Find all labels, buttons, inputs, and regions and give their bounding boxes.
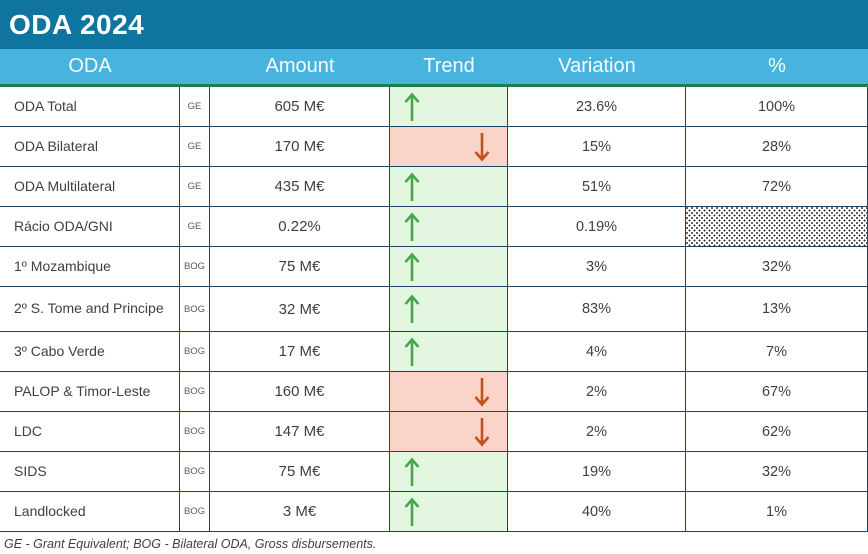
table-row: 3º Cabo Verde BOG 17 M€ 4% 7% — [0, 332, 868, 372]
arrow-up-icon — [404, 172, 420, 201]
row-percent: 72% — [686, 167, 868, 206]
row-variation: 23.6% — [508, 87, 686, 126]
row-variation: 15% — [508, 127, 686, 166]
row-percent: 67% — [686, 372, 868, 411]
row-tag: GE — [180, 167, 210, 206]
header-trend: Trend — [423, 55, 475, 77]
row-label: Rácio ODA/GNI — [0, 207, 180, 246]
page-title: ODA 2024 — [9, 8, 145, 40]
table-row: ODA Multilateral GE 435 M€ 51% 72% — [0, 167, 868, 207]
row-amount: 0.22% — [210, 207, 390, 246]
trend-cell — [390, 412, 508, 451]
trend-cell — [390, 87, 508, 126]
arrow-up-icon — [404, 337, 420, 366]
trend-cell — [390, 287, 508, 331]
trend-cell — [390, 247, 508, 286]
arrow-down-icon — [474, 377, 490, 406]
table-row: Rácio ODA/GNI GE 0.22% 0.19% — [0, 207, 868, 247]
row-tag: GE — [180, 207, 210, 246]
trend-cell — [390, 127, 508, 166]
row-amount: 32 M€ — [210, 287, 390, 331]
row-tag: BOG — [180, 332, 210, 371]
row-label: LDC — [0, 412, 180, 451]
row-variation: 4% — [508, 332, 686, 371]
arrow-up-icon — [404, 212, 420, 241]
row-amount: 75 M€ — [210, 452, 390, 491]
row-tag: BOG — [180, 412, 210, 451]
arrow-up-icon — [404, 294, 420, 323]
row-label: 3º Cabo Verde — [0, 332, 180, 371]
trend-cell — [390, 452, 508, 491]
trend-cell — [390, 492, 508, 531]
row-tag: BOG — [180, 492, 210, 531]
row-amount: 170 M€ — [210, 127, 390, 166]
arrow-down-icon — [474, 417, 490, 446]
row-label: ODA Multilateral — [0, 167, 180, 206]
row-percent: 1% — [686, 492, 868, 531]
row-variation: 40% — [508, 492, 686, 531]
table-row: SIDS BOG 75 M€ 19% 32% — [0, 452, 868, 492]
table-row: ODA Total GE 605 M€ 23.6% 100% — [0, 87, 868, 127]
row-variation: 3% — [508, 247, 686, 286]
trend-cell — [390, 332, 508, 371]
row-percent — [686, 207, 868, 246]
row-tag: GE — [180, 87, 210, 126]
table-body: ODA Total GE 605 M€ 23.6% 100% ODA Bilat… — [0, 84, 868, 532]
row-amount: 605 M€ — [210, 87, 390, 126]
row-percent: 100% — [686, 87, 868, 126]
row-variation: 2% — [508, 412, 686, 451]
trend-cell — [390, 167, 508, 206]
row-variation: 19% — [508, 452, 686, 491]
row-variation: 51% — [508, 167, 686, 206]
table-row: Landlocked BOG 3 M€ 40% 1% — [0, 492, 868, 532]
row-amount: 75 M€ — [210, 247, 390, 286]
row-label: ODA Total — [0, 87, 180, 126]
row-percent: 62% — [686, 412, 868, 451]
trend-cell — [390, 372, 508, 411]
table-row: PALOP & Timor-Leste BOG 160 M€ 2% 67% — [0, 372, 868, 412]
footnote: GE - Grant Equivalent; BOG - Bilateral O… — [4, 537, 377, 551]
row-label: 1º Mozambique — [0, 247, 180, 286]
row-variation: 0.19% — [508, 207, 686, 246]
row-percent: 7% — [686, 332, 868, 371]
arrow-down-icon — [474, 132, 490, 161]
row-label: PALOP & Timor-Leste — [0, 372, 180, 411]
row-percent: 28% — [686, 127, 868, 166]
row-percent: 32% — [686, 247, 868, 286]
arrow-up-icon — [404, 252, 420, 281]
header-amount: Amount — [265, 55, 335, 77]
row-label: SIDS — [0, 452, 180, 491]
row-amount: 147 M€ — [210, 412, 390, 451]
row-percent: 13% — [686, 287, 868, 331]
row-amount: 160 M€ — [210, 372, 390, 411]
row-tag: BOG — [180, 287, 210, 331]
row-amount: 435 M€ — [210, 167, 390, 206]
arrow-up-icon — [404, 92, 420, 121]
row-label: 2º S. Tome and Principe — [0, 287, 180, 331]
table-header: ODA Amount Trend Variation % — [0, 49, 868, 84]
row-tag: BOG — [180, 452, 210, 491]
row-tag: GE — [180, 127, 210, 166]
row-label: Landlocked — [0, 492, 180, 531]
trend-cell — [390, 207, 508, 246]
row-tag: BOG — [180, 247, 210, 286]
row-variation: 83% — [508, 287, 686, 331]
row-tag: BOG — [180, 372, 210, 411]
table-row: LDC BOG 147 M€ 2% 62% — [0, 412, 868, 452]
title-bar: ODA 2024 — [0, 0, 868, 49]
arrow-up-icon — [404, 457, 420, 486]
table-row: 1º Mozambique BOG 75 M€ 3% 32% — [0, 247, 868, 287]
row-variation: 2% — [508, 372, 686, 411]
table-row: ODA Bilateral GE 170 M€ 15% 28% — [0, 127, 868, 167]
header-variation: Variation — [558, 55, 636, 77]
row-percent: 32% — [686, 452, 868, 491]
row-amount: 17 M€ — [210, 332, 390, 371]
table-row: 2º S. Tome and Principe BOG 32 M€ 83% 13… — [0, 287, 868, 332]
header-oda: ODA — [68, 55, 112, 77]
row-amount: 3 M€ — [210, 492, 390, 531]
row-label: ODA Bilateral — [0, 127, 180, 166]
header-percent: % — [768, 55, 786, 77]
arrow-up-icon — [404, 497, 420, 526]
